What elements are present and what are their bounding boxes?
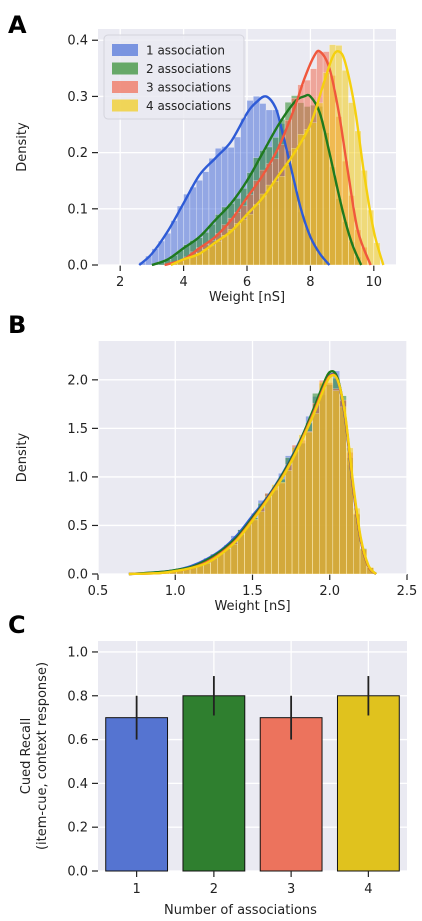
y-tick-label: 0.5 [67, 519, 88, 534]
y-tick-label: 0.2 [67, 821, 88, 836]
histogram-bar [223, 548, 232, 575]
histogram-bar [284, 164, 292, 266]
x-tick-label: 2.0 [319, 584, 340, 599]
panel-c-bar-chart: 0.0 0.2 0.4 0.6 0.8 1.0 1 2 3 4 Number of associat… [19, 641, 407, 918]
y-tick-label: 0.1 [67, 202, 88, 217]
x-tick-label: 6 [243, 275, 251, 290]
histogram-bar [298, 434, 306, 575]
y-axis-label-line: Cued Recall [19, 718, 34, 794]
y-tick-label: 0.6 [67, 733, 88, 748]
y-axis-label-line: (item-cue, context response) [35, 662, 50, 850]
x-tick-label: 2 [210, 882, 218, 897]
histogram-bar [237, 534, 245, 575]
y-tick-label: 0.3 [67, 90, 88, 105]
kde-curve-series-1 [138, 95, 331, 266]
histogram-bar [278, 481, 286, 575]
y-tick-label: 2.0 [67, 373, 88, 388]
x-tick-label: 1 [132, 882, 140, 897]
kde-curve-series-2 [151, 93, 363, 267]
histogram-bar [215, 241, 222, 266]
histogram-bar [312, 413, 320, 575]
histogram-bar [335, 45, 343, 266]
x-tick-label: 10 [366, 275, 383, 290]
histogram-bar [303, 129, 311, 266]
x-tick-label: 4 [364, 882, 372, 897]
x-axis-label: Weight [nS] [209, 290, 285, 305]
histogram-bar [246, 213, 254, 266]
y-tick-label: 1.0 [67, 645, 88, 660]
histogram-bar [265, 184, 273, 266]
histogram-bar [240, 219, 248, 266]
legend-swatch [112, 81, 138, 93]
histogram-bar [264, 496, 272, 575]
y-tick-label: 0.8 [67, 689, 88, 704]
histogram-bar [272, 180, 279, 266]
histogram-series-4 [170, 44, 381, 266]
histogram-bar [316, 102, 324, 266]
histogram-bar [325, 373, 334, 575]
x-tick-label: 1.0 [165, 584, 186, 599]
legend-entry: 2 associations [146, 62, 231, 76]
histogram-bar [259, 193, 267, 266]
legend-entry: 4 associations [146, 99, 231, 113]
x-axis-label: Weight [nS] [214, 599, 290, 614]
legend-swatch [112, 99, 138, 112]
x-tick-label: 4 [179, 275, 187, 290]
x-tick-label: 3 [287, 882, 295, 897]
panel-letter-a: A [8, 11, 27, 39]
panel-a-histogram: 2 4 6 8 10 0.0 0.1 0.2 0.3 0.4 Weight [nS] Density 1… [15, 29, 396, 305]
x-tick-label: 8 [306, 275, 314, 290]
y-tick-label: 0.0 [67, 568, 88, 583]
legend-entry: 1 association [146, 44, 225, 58]
x-tick-label: 0.5 [88, 584, 109, 599]
legend-swatch [112, 44, 138, 56]
bar-2 [182, 695, 246, 872]
panel-letter-c: C [8, 611, 26, 639]
x-tick-label: 1.5 [242, 584, 263, 599]
legend-swatch [112, 62, 138, 75]
histogram-bar [322, 72, 330, 266]
y-axis-label: Density [15, 432, 30, 482]
y-tick-label: 0.4 [67, 777, 88, 792]
histogram-bar [278, 176, 286, 266]
histogram-bar [253, 204, 260, 266]
bar-4 [336, 695, 400, 872]
x-tick-label: 2 [116, 275, 124, 290]
histogram-bar [319, 381, 327, 575]
kde-curve-series-4 [128, 373, 377, 576]
histogram-bar [339, 406, 347, 575]
bar-3 [259, 717, 323, 872]
histogram-bar [234, 223, 241, 266]
legend-box [103, 34, 245, 120]
y-tick-label: 0.4 [67, 34, 88, 49]
histogram-bar [291, 447, 300, 575]
histogram-bar [285, 470, 293, 575]
histogram-bar [291, 148, 298, 266]
histogram-bar [257, 511, 266, 575]
histogram-bar [305, 431, 313, 575]
y-tick-label: 0.0 [67, 865, 88, 880]
y-tick-label: 1.0 [67, 470, 88, 485]
histogram-bar [230, 544, 238, 575]
y-axis-label: Density [15, 122, 30, 172]
histogram-bar [332, 390, 340, 575]
y-tick-label: 1.5 [67, 422, 88, 437]
histogram-bar [271, 484, 279, 575]
histogram-bar [251, 518, 259, 575]
y-tick-label: 0.2 [67, 146, 88, 161]
histogram-bar [208, 245, 216, 266]
legend: 1 association 2 associations 3 association… [103, 34, 245, 120]
legend-entry: 3 associations [146, 81, 231, 95]
bar-1 [105, 717, 169, 872]
kde-curve-series-3 [164, 49, 372, 267]
x-tick-label: 2.5 [397, 584, 418, 599]
panel-letter-b: B [8, 311, 26, 339]
histogram-bar [221, 235, 229, 266]
y-tick-label: 0.0 [67, 259, 88, 274]
kde-curve-series-4 [170, 49, 385, 267]
histogram-series-4 [142, 373, 374, 575]
x-axis-label: Number of associations [164, 903, 317, 918]
